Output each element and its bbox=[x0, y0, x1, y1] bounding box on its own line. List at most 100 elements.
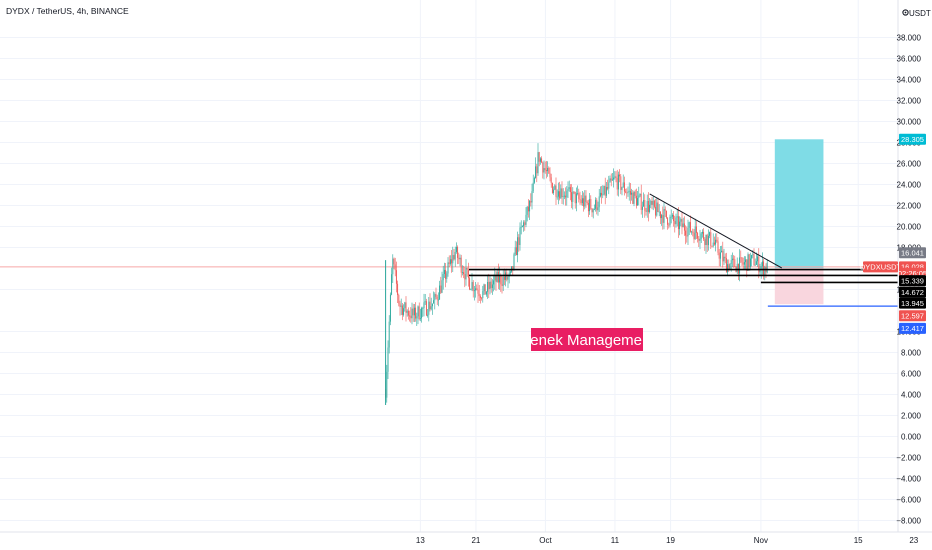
candle-body bbox=[403, 308, 405, 315]
candle-body bbox=[729, 264, 731, 271]
candle-body bbox=[447, 262, 449, 274]
candle-body bbox=[653, 200, 655, 207]
candle-body bbox=[639, 193, 641, 196]
candle-body bbox=[539, 158, 541, 162]
candle-body bbox=[721, 250, 723, 253]
price-tick-label: 24.000 bbox=[897, 181, 922, 190]
price-tick-label: −6.000 bbox=[896, 496, 921, 505]
candle-body bbox=[610, 178, 612, 181]
candle-body bbox=[623, 182, 625, 192]
candle-body bbox=[407, 310, 409, 316]
price-tag-background bbox=[899, 310, 926, 322]
candle-body bbox=[578, 193, 580, 199]
currency-badge[interactable]: USDT bbox=[909, 9, 931, 18]
candle-body bbox=[734, 259, 736, 268]
candle-body bbox=[417, 306, 419, 317]
candle-body bbox=[759, 269, 761, 273]
candle-body bbox=[635, 195, 637, 206]
candle-body bbox=[551, 183, 553, 193]
candle-body bbox=[604, 185, 606, 196]
candle-body bbox=[605, 187, 607, 196]
candle-body bbox=[657, 202, 659, 212]
drawing-lines[interactable] bbox=[469, 193, 898, 307]
price-tag: 16.041 bbox=[901, 249, 924, 258]
candle-body bbox=[544, 168, 546, 171]
candle-body bbox=[598, 196, 600, 208]
candle-body bbox=[386, 371, 388, 398]
candle-body bbox=[766, 262, 768, 273]
stop-loss-zone[interactable] bbox=[774, 268, 824, 305]
candle-body bbox=[521, 226, 523, 228]
candle-body bbox=[458, 257, 460, 260]
candle-body bbox=[583, 198, 585, 207]
candle-body bbox=[485, 291, 487, 295]
candle-body bbox=[640, 193, 642, 210]
candle-body bbox=[431, 303, 433, 307]
price-tag: 12.417 bbox=[901, 324, 924, 333]
candle-body bbox=[446, 273, 448, 279]
candle-body bbox=[740, 257, 742, 259]
candle-body bbox=[477, 289, 479, 294]
candle-body bbox=[621, 187, 623, 190]
candle-body bbox=[421, 308, 423, 319]
candle-body bbox=[688, 222, 690, 228]
candle-body bbox=[496, 272, 498, 282]
candle-body bbox=[565, 195, 567, 198]
candle-body bbox=[499, 275, 501, 283]
candle-body bbox=[514, 247, 516, 255]
time-axis-background bbox=[0, 532, 932, 550]
candle-body bbox=[727, 264, 729, 273]
candle-body bbox=[656, 202, 658, 216]
profit-target-zone[interactable] bbox=[774, 139, 824, 269]
candle-body bbox=[687, 227, 689, 237]
candle-body bbox=[497, 272, 499, 283]
candle-body bbox=[718, 252, 720, 259]
candle-body bbox=[700, 233, 702, 240]
candle-body bbox=[566, 190, 568, 198]
candle-body bbox=[392, 258, 394, 275]
candle-body bbox=[686, 235, 688, 237]
candle-body bbox=[652, 200, 654, 205]
candle-body bbox=[548, 167, 550, 174]
settings-gear-icon[interactable] bbox=[902, 9, 909, 16]
candle-body bbox=[611, 179, 613, 181]
candle-body bbox=[659, 211, 661, 219]
candle-body bbox=[661, 215, 663, 219]
candle-body bbox=[634, 191, 636, 196]
candle-body bbox=[466, 267, 468, 270]
candle-body bbox=[395, 270, 397, 284]
candle-body bbox=[658, 211, 660, 213]
candle-body bbox=[764, 266, 766, 275]
time-axis[interactable]: 1321Oct1119Nov1523Dec bbox=[0, 531, 932, 550]
candle-body bbox=[563, 195, 565, 197]
candle-body bbox=[742, 262, 744, 265]
candle-body bbox=[501, 284, 503, 286]
watermark-text: Nenek Management bbox=[519, 332, 655, 349]
candle-body bbox=[388, 321, 390, 348]
candle-body bbox=[524, 222, 526, 225]
candle-body bbox=[711, 245, 713, 247]
candle-body bbox=[655, 206, 657, 216]
resistance-trendline[interactable] bbox=[649, 193, 782, 269]
candle-body bbox=[443, 269, 445, 275]
candle-body bbox=[749, 258, 751, 267]
price-tick-label: 26.000 bbox=[897, 160, 922, 169]
price-tag-background bbox=[899, 133, 926, 145]
candle-body bbox=[737, 263, 739, 274]
symbol-tag: DYDXUSDT bbox=[860, 263, 902, 272]
candle-body bbox=[554, 185, 556, 190]
candle-body bbox=[629, 190, 631, 195]
price-tag-background bbox=[899, 247, 926, 259]
candle-body bbox=[649, 204, 651, 212]
candle-body bbox=[519, 227, 521, 246]
candle-body bbox=[614, 176, 616, 178]
candle-body bbox=[454, 251, 456, 260]
candle-body bbox=[409, 315, 411, 317]
candle-body bbox=[493, 280, 495, 285]
candle-body bbox=[434, 294, 436, 301]
candle-body bbox=[404, 302, 406, 309]
candle-body bbox=[463, 272, 465, 275]
price-tick-label: 0.000 bbox=[901, 433, 922, 442]
candle-body bbox=[692, 231, 694, 233]
